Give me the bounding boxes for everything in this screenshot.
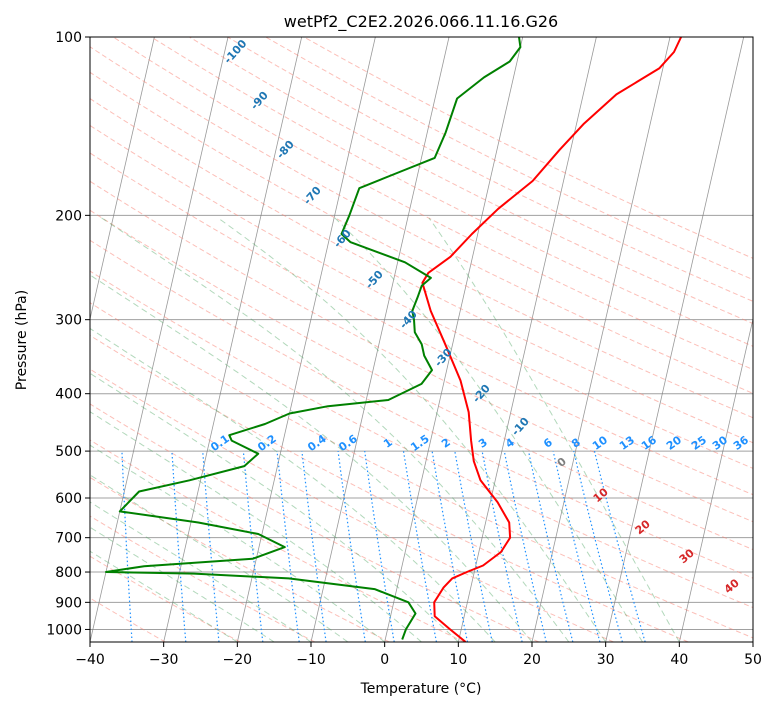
x-tick-label: 30 xyxy=(597,652,615,668)
moist-adiabat-line xyxy=(90,501,312,642)
x-tick-label: 40 xyxy=(670,652,688,668)
mixing-ratio-line xyxy=(573,450,623,642)
dry-adiabat-line xyxy=(150,37,753,347)
dry-adiabat-line xyxy=(90,476,390,642)
moist-adiabat-line xyxy=(217,217,607,642)
dry-adiabat-line xyxy=(227,37,753,302)
plot-frame xyxy=(89,36,754,643)
x-tick-label: 10 xyxy=(449,652,467,668)
dry-adiabat-line xyxy=(90,403,540,642)
moist-adiabat-line xyxy=(90,411,422,642)
mixing-ratio-line xyxy=(364,451,395,642)
dry-adiabat-line xyxy=(189,37,753,325)
moist-adiabat-line xyxy=(90,274,533,642)
moist-adiabat-line xyxy=(90,327,496,642)
dry-adiabat-line xyxy=(90,302,753,639)
y-tick-label: 300 xyxy=(55,313,82,329)
x-tick-label: −40 xyxy=(75,652,105,668)
dry-adiabat-line xyxy=(90,368,614,642)
dry-adiabat-line xyxy=(90,124,753,469)
dry-adiabat-line xyxy=(90,515,315,642)
y-tick-label: 200 xyxy=(55,208,82,224)
dry-adiabat-line xyxy=(90,209,753,551)
moist-adiabat-line xyxy=(90,372,459,642)
x-tick-label: 20 xyxy=(523,652,541,668)
x-tick-label: 0 xyxy=(380,652,389,668)
y-tick-label: 500 xyxy=(55,444,82,460)
moist-adiabat-line xyxy=(90,474,349,642)
isotherm-line xyxy=(163,37,303,642)
background-grid xyxy=(90,37,753,642)
isotherm-line xyxy=(90,37,155,321)
isotherm-line xyxy=(678,317,753,642)
mixing-ratio-line xyxy=(527,450,574,642)
isotherm-line xyxy=(236,37,376,642)
y-tick-label: 700 xyxy=(55,531,82,547)
mixing-ratio-line xyxy=(337,451,366,642)
moist-adiabat-line xyxy=(90,444,385,642)
y-tick-label: 400 xyxy=(55,387,82,403)
y-axis-ticks: 100 200 300 400 500 600 700 800 900 1000 xyxy=(46,30,90,638)
mixing-ratio-line xyxy=(202,451,220,642)
mixing-ratio-line xyxy=(593,450,646,642)
mixing-ratio-line xyxy=(481,450,523,642)
isotherm-line xyxy=(90,37,229,642)
x-tick-label: −10 xyxy=(296,652,326,668)
isotherm-line xyxy=(310,37,450,642)
y-tick-label: 900 xyxy=(55,595,82,611)
isotherm-line xyxy=(457,37,597,642)
dry-adiabat-line xyxy=(112,37,753,371)
chart-title: wetPf2_C2E2.2026.066.11.16.G26 xyxy=(284,12,558,32)
mixing-ratio-line xyxy=(552,450,601,642)
x-axis-label: Temperature (°C) xyxy=(360,681,482,697)
dry-adiabat-line xyxy=(90,270,753,609)
dry-adiabat-line xyxy=(90,152,753,496)
mixing-ratio-line xyxy=(454,450,493,642)
y-axis-label: Pressure (hPa) xyxy=(14,290,30,390)
moist-adiabat-line xyxy=(90,526,275,642)
mixing-ratio-line xyxy=(503,450,547,642)
x-axis-ticks: −40 −30 −20 −10 0 10 20 30 40 50 xyxy=(75,642,762,668)
profile-series xyxy=(105,37,683,642)
mixing-ratio-line xyxy=(431,450,469,642)
mixing-ratio-line xyxy=(171,451,187,642)
x-tick-label: 50 xyxy=(744,652,762,668)
dry-adiabat-line xyxy=(90,597,166,642)
mixing-ratio-line xyxy=(242,451,264,642)
isotherm-line xyxy=(531,37,671,642)
y-tick-label: 600 xyxy=(55,491,82,507)
y-tick-label: 100 xyxy=(55,30,82,46)
x-tick-label: −30 xyxy=(149,652,179,668)
temperature-line xyxy=(421,37,683,642)
y-tick-label: 1000 xyxy=(46,622,82,638)
mixing-ratio-line xyxy=(301,451,327,642)
dry-adiabat-line xyxy=(90,334,689,642)
isotherm-line xyxy=(605,37,745,642)
moist-adiabat-line xyxy=(101,217,570,642)
x-tick-label: −20 xyxy=(223,652,253,668)
dry-adiabat-line xyxy=(90,180,753,523)
mixing-ratio-line xyxy=(276,451,300,642)
moist-adiabat-line xyxy=(334,217,643,642)
dewpoint-line xyxy=(105,37,522,640)
y-tick-label: 800 xyxy=(55,565,82,581)
moist-adiabat-line xyxy=(428,217,680,642)
isotherm-line xyxy=(384,37,524,642)
